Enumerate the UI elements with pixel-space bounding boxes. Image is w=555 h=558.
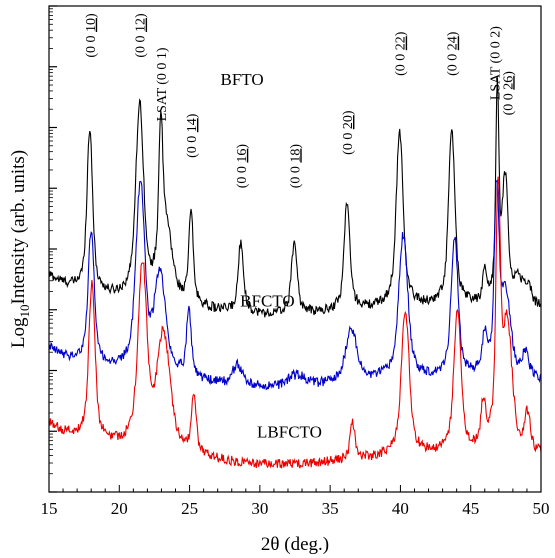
x-axis-label: 2θ (deg.) (261, 534, 329, 555)
peak-annotation: (0 0 18) (288, 144, 303, 189)
series-line-bfto (48, 77, 542, 318)
peak-annotation: (0 0 20) (341, 110, 356, 155)
x-tick-label: 45 (462, 499, 479, 518)
peak-annotation: LSAT (0 0 1) (155, 47, 170, 121)
peak-annotation: (0 0 22) (394, 31, 409, 76)
peak-annotation: LSAT (0 0 2) (489, 26, 504, 100)
series-line-lbfcto (48, 176, 542, 469)
peak-annotation: (0 0 24) (446, 31, 461, 76)
peak-annotation: (0 0 14) (185, 113, 200, 158)
x-tick-label: 15 (41, 499, 58, 518)
x-tick-label: 30 (251, 499, 268, 518)
peak-annotation: (0 0 26) (501, 71, 516, 116)
peak-annotation: (0 0 12) (134, 13, 149, 58)
label-layer: BFTO BFCTO LBFCTO (0 0 10) (0 0 12) LSAT (0 0… (84, 13, 516, 441)
series-label-bfcto: BFCTO (240, 292, 294, 311)
series-label-lbfcto: LBFCTO (257, 422, 322, 441)
series-layer (48, 77, 542, 469)
peak-annotation: (0 0 16) (235, 144, 250, 189)
axis-layer: 15 20 25 30 35 40 45 50 2θ (deg.) Log10Intensity … (8, 5, 550, 555)
peak-annotation: (0 0 10) (84, 13, 99, 58)
series-label-bfto: BFTO (220, 70, 263, 89)
x-tick-label: 35 (322, 499, 339, 518)
x-tick-label: 20 (111, 499, 128, 518)
plot-frame (48, 5, 542, 493)
x-tick-label: 40 (392, 499, 409, 518)
y-axis-label: Log10Intensity (arb. units) (8, 150, 32, 348)
x-tick-label: 50 (533, 499, 550, 518)
series-line-bfcto (48, 179, 542, 391)
x-tick-label: 25 (181, 499, 198, 518)
